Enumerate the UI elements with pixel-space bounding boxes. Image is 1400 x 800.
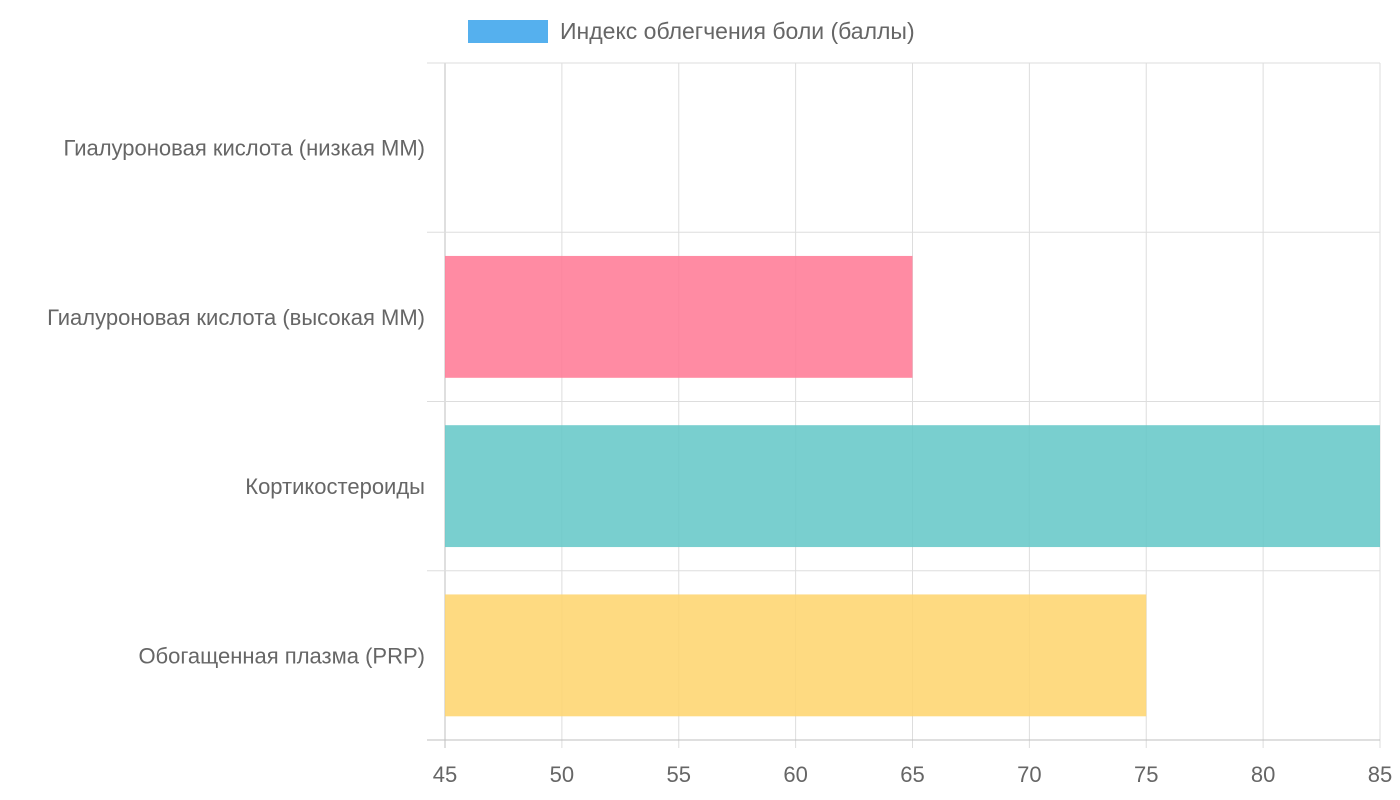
legend-swatch <box>468 20 548 43</box>
gridlines <box>427 62 1381 748</box>
x-tick-labels: 45 50 55 60 65 70 75 80 85 <box>433 762 1392 787</box>
legend-label: Индекс облегчения боли (баллы) <box>560 18 915 44</box>
legend[interactable]: Индекс облегчения боли (баллы) <box>468 18 915 44</box>
x-tick-label: 55 <box>667 762 691 787</box>
bar[interactable] <box>445 594 1147 717</box>
category-label: Обогащенная плазма (PRP) <box>138 643 425 668</box>
category-label: Кортикостероиды <box>245 474 425 499</box>
x-tick-label: 60 <box>783 762 807 787</box>
x-tick-label: 80 <box>1251 762 1275 787</box>
x-tick-label: 85 <box>1368 762 1392 787</box>
x-tick-label: 70 <box>1017 762 1041 787</box>
category-label: Гиалуроновая кислота (низкая ММ) <box>64 136 425 161</box>
category-labels: Гиалуроновая кислота (низкая ММ) Гиалурон… <box>47 136 425 669</box>
x-tick-label: 65 <box>900 762 924 787</box>
x-tick-label: 50 <box>550 762 574 787</box>
x-tick-label: 45 <box>433 762 457 787</box>
x-tick-label: 75 <box>1134 762 1158 787</box>
bar[interactable] <box>445 425 1380 548</box>
category-label: Гиалуроновая кислота (высокая ММ) <box>47 305 425 330</box>
bars <box>445 255 1380 717</box>
bar[interactable] <box>445 255 913 378</box>
